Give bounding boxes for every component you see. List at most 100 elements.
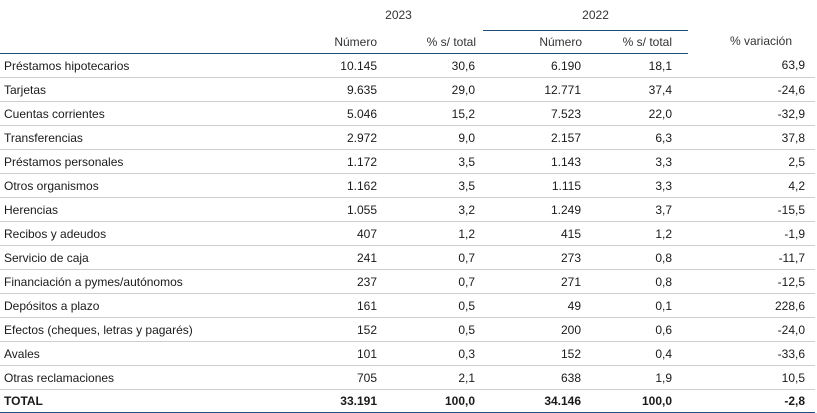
row-variation: -24,0 xyxy=(688,317,816,342)
variation-header: % variación xyxy=(730,33,793,48)
row-variation: -15,5 xyxy=(688,197,816,222)
table-row: Recibos y adeudos 407 1,2 415 1,2 -1,9 xyxy=(0,221,816,246)
row-concept: Préstamos personales xyxy=(0,149,304,174)
row-number-2022: 2.157 xyxy=(483,125,588,150)
row-number-2023: 1.055 xyxy=(304,197,382,222)
total-row: TOTAL 33.191 100,0 34.146 100,0 -2,8 xyxy=(0,389,816,413)
row-number-2023: 101 xyxy=(304,341,382,366)
row-variation: -1,9 xyxy=(688,221,816,246)
concept-header-empty xyxy=(0,0,304,31)
year-header-row: 2023 2022 % variación xyxy=(0,0,815,48)
row-number-2022: 6.190 xyxy=(483,53,588,78)
row-concept: Tarjetas xyxy=(0,77,304,102)
row-pct-2023: 2,1 xyxy=(382,365,484,390)
total-number-2022: 34.146 xyxy=(483,389,588,413)
total-variation: -2,8 xyxy=(688,389,816,413)
row-pct-2022: 1,9 xyxy=(587,365,689,390)
column-header-row: Número % s/ total Número % s/ total xyxy=(0,30,815,54)
row-number-2023: 152 xyxy=(304,317,382,342)
row-concept: Efectos (cheques, letras y pagarés) xyxy=(0,317,304,342)
row-pct-2022: 0,8 xyxy=(587,245,689,270)
row-pct-2022: 0,6 xyxy=(587,317,689,342)
table-row: Herencias 1.055 3,2 1.249 3,7 -15,5 xyxy=(0,197,816,222)
row-pct-2022: 3,7 xyxy=(587,197,689,222)
row-concept: Otras reclamaciones xyxy=(0,365,304,390)
row-concept: Cuentas corrientes xyxy=(0,101,304,126)
row-pct-2023: 1,2 xyxy=(382,221,484,246)
row-variation: -12,5 xyxy=(688,269,816,294)
row-number-2022: 638 xyxy=(483,365,588,390)
row-pct-2023: 0,5 xyxy=(382,293,484,318)
row-pct-2023: 3,5 xyxy=(382,149,484,174)
total-number-2023: 33.191 xyxy=(304,389,382,413)
row-pct-2022: 37,4 xyxy=(587,77,689,102)
table-row: Avales 101 0,3 152 0,4 -33,6 xyxy=(0,341,816,366)
row-variation: -11,7 xyxy=(688,245,816,270)
table-row: Transferencias 2.972 9,0 2.157 6,3 37,8 xyxy=(0,125,816,150)
row-pct-2023: 30,6 xyxy=(382,53,484,78)
row-pct-2022: 0,1 xyxy=(587,293,689,318)
row-number-2023: 407 xyxy=(304,221,382,246)
row-concept: Transferencias xyxy=(0,125,304,150)
table-row: Préstamos personales 1.172 3,5 1.143 3,3 2,5 xyxy=(0,149,816,174)
row-variation: 2,5 xyxy=(688,149,816,174)
row-pct-2023: 3,2 xyxy=(382,197,484,222)
table-row: Préstamos hipotecarios 10.145 30,6 6.190 18,… xyxy=(0,53,816,78)
row-number-2022: 49 xyxy=(483,293,588,318)
row-number-2022: 7.523 xyxy=(483,101,588,126)
table-row: Efectos (cheques, letras y pagarés) 152 0,… xyxy=(0,317,816,342)
row-number-2023: 9.635 xyxy=(304,77,382,102)
row-pct-2023: 3,5 xyxy=(382,173,484,198)
row-number-2022: 415 xyxy=(483,221,588,246)
row-number-2023: 161 xyxy=(304,293,382,318)
table-row: Cuentas corrientes 5.046 15,2 7.523 22,0 -32,… xyxy=(0,101,816,126)
row-pct-2022: 0,4 xyxy=(587,341,689,366)
row-concept: Depósitos a plazo xyxy=(0,293,304,318)
row-variation: 4,2 xyxy=(688,173,816,198)
row-concept: Recibos y adeudos xyxy=(0,221,304,246)
row-variation: 228,6 xyxy=(688,293,816,318)
row-number-2022: 271 xyxy=(483,269,588,294)
row-concept: Préstamos hipotecarios xyxy=(0,53,304,78)
row-pct-2022: 1,2 xyxy=(587,221,689,246)
row-variation: -33,6 xyxy=(688,341,816,366)
row-number-2023: 241 xyxy=(304,245,382,270)
row-number-2022: 12.771 xyxy=(483,77,588,102)
row-pct-2022: 3,3 xyxy=(587,173,689,198)
row-pct-2022: 3,3 xyxy=(587,149,689,174)
row-variation: 10,5 xyxy=(688,365,816,390)
table-row: Otros organismos 1.162 3,5 1.115 3,3 4,2 xyxy=(0,173,816,198)
table-row: Financiación a pymes/autónomos 237 0,7 271 0… xyxy=(0,269,816,294)
pct-2022-header: % s/ total xyxy=(587,30,689,54)
table-footer: TOTAL 33.191 100,0 34.146 100,0 -2,8 xyxy=(0,389,816,413)
row-number-2023: 1.162 xyxy=(304,173,382,198)
row-number-2023: 5.046 xyxy=(304,101,382,126)
row-number-2023: 237 xyxy=(304,269,382,294)
row-pct-2023: 29,0 xyxy=(382,77,484,102)
table-row: Otras reclamaciones 705 2,1 638 1,9 10,5 xyxy=(0,365,816,390)
row-variation: 37,8 xyxy=(688,125,816,150)
number-2023-header: Número xyxy=(304,30,382,54)
row-number-2022: 152 xyxy=(483,341,588,366)
row-concept: Otros organismos xyxy=(0,173,304,198)
row-number-2023: 2.972 xyxy=(304,125,382,150)
year-2022-header: 2022 xyxy=(483,0,689,31)
row-pct-2023: 0,7 xyxy=(382,245,484,270)
row-variation: -32,9 xyxy=(688,101,816,126)
table-header: 2023 2022 % variación Número % s/ total … xyxy=(0,0,815,54)
concept-subheader-empty xyxy=(0,30,304,54)
row-number-2022: 1.143 xyxy=(483,149,588,174)
row-pct-2022: 22,0 xyxy=(587,101,689,126)
row-number-2022: 1.249 xyxy=(483,197,588,222)
total-pct-2023: 100,0 xyxy=(382,389,484,413)
row-pct-2022: 18,1 xyxy=(587,53,689,78)
total-label: TOTAL xyxy=(0,389,304,413)
row-pct-2023: 15,2 xyxy=(382,101,484,126)
number-2022-header: Número xyxy=(483,30,588,54)
row-variation: -24,6 xyxy=(688,77,816,102)
row-number-2022: 200 xyxy=(483,317,588,342)
row-number-2023: 1.172 xyxy=(304,149,382,174)
row-number-2022: 1.115 xyxy=(483,173,588,198)
